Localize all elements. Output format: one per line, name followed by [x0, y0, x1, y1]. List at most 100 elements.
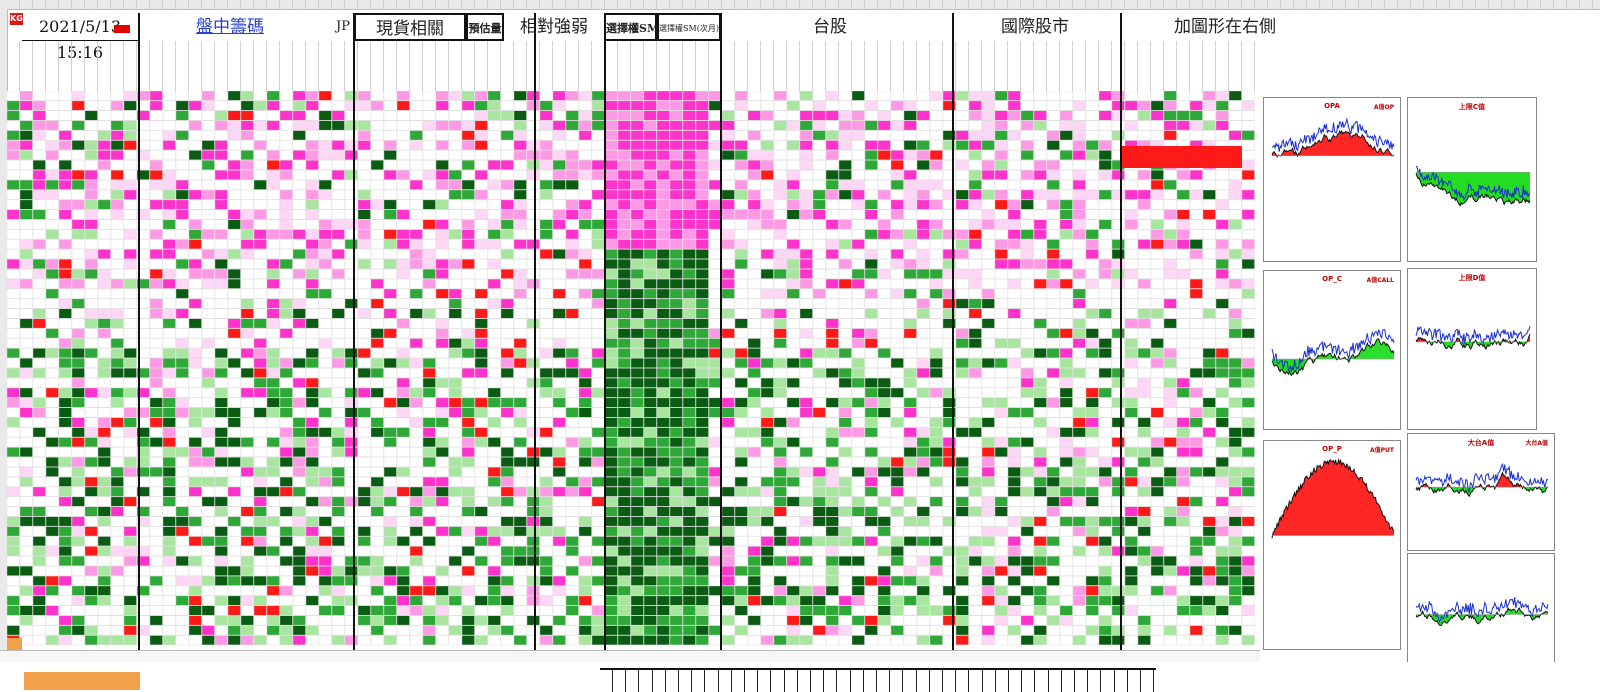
grid-cell[interactable]	[1072, 496, 1086, 507]
grid-cell[interactable]	[1046, 288, 1060, 299]
grid-cell[interactable]	[448, 259, 462, 269]
grid-cell[interactable]	[838, 140, 852, 151]
grid-cell[interactable]	[461, 496, 475, 507]
grid-cell[interactable]	[370, 467, 384, 477]
grid-cell[interactable]	[721, 318, 735, 329]
column-header[interactable]	[618, 0, 631, 9]
grid-cell[interactable]	[994, 169, 1008, 180]
grid-cell[interactable]	[903, 368, 917, 378]
grid-cell[interactable]	[461, 358, 475, 368]
grid-cell[interactable]	[721, 407, 735, 418]
grid-cell[interactable]	[630, 566, 644, 576]
grid-cell[interactable]	[201, 278, 215, 289]
grid-cell[interactable]	[396, 328, 410, 339]
grid-cell[interactable]	[916, 348, 930, 358]
grid-cell[interactable]	[487, 516, 501, 527]
grid-cell[interactable]	[591, 566, 605, 576]
grid-cell[interactable]	[227, 169, 241, 180]
grid-cell[interactable]	[214, 268, 228, 279]
grid-cell[interactable]	[565, 249, 579, 259]
grid-cell[interactable]	[994, 189, 1008, 200]
grid-cell[interactable]	[786, 427, 800, 438]
grid-cell[interactable]	[630, 387, 644, 398]
grid-cell[interactable]	[19, 368, 33, 378]
grid-cell[interactable]	[604, 150, 618, 161]
grid-cell[interactable]	[1124, 130, 1138, 141]
grid-cell[interactable]	[461, 179, 475, 190]
grid-cell[interactable]	[955, 140, 969, 151]
grid-cell[interactable]	[851, 219, 865, 230]
grid-cell[interactable]	[383, 467, 397, 477]
grid-cell[interactable]	[799, 219, 813, 230]
grid-cell[interactable]	[331, 358, 345, 368]
grid-cell[interactable]	[1046, 130, 1060, 141]
grid-cell[interactable]	[474, 189, 488, 200]
grid-cell[interactable]	[1228, 91, 1242, 101]
grid-cell[interactable]	[851, 91, 865, 101]
grid-cell[interactable]	[916, 427, 930, 438]
grid-cell[interactable]	[97, 407, 111, 418]
grid-cell[interactable]	[747, 516, 761, 527]
grid-cell[interactable]	[903, 130, 917, 141]
grid-cell[interactable]	[1137, 179, 1151, 190]
grid-cell[interactable]	[682, 407, 696, 418]
grid-cell[interactable]	[1215, 100, 1229, 111]
grid-cell[interactable]	[136, 278, 150, 289]
grid-cell[interactable]	[773, 249, 787, 259]
grid-cell[interactable]	[7, 387, 20, 398]
grid-cell[interactable]	[123, 268, 137, 279]
column-header[interactable]	[1593, 0, 1600, 9]
grid-cell[interactable]	[1228, 268, 1242, 279]
grid-cell[interactable]	[552, 417, 566, 428]
grid-cell[interactable]	[162, 209, 176, 220]
grid-cell[interactable]	[1241, 546, 1255, 556]
grid-cell[interactable]	[604, 278, 618, 289]
grid-cell[interactable]	[201, 219, 215, 230]
grid-cell[interactable]	[1241, 209, 1255, 220]
grid-cell[interactable]	[1059, 526, 1073, 537]
grid-cell[interactable]	[500, 348, 514, 358]
grid-cell[interactable]	[123, 209, 137, 220]
grid-cell[interactable]	[162, 536, 176, 547]
grid-cell[interactable]	[942, 457, 956, 467]
grid-cell[interactable]	[773, 427, 787, 438]
grid-cell[interactable]	[1072, 486, 1086, 497]
grid-cell[interactable]	[7, 368, 20, 378]
grid-cell[interactable]	[955, 506, 969, 517]
grid-cell[interactable]	[19, 130, 33, 141]
grid-cell[interactable]	[1163, 397, 1177, 408]
grid-cell[interactable]	[539, 546, 553, 556]
grid-cell[interactable]	[591, 160, 605, 170]
grid-cell[interactable]	[851, 358, 865, 368]
grid-cell[interactable]	[292, 407, 306, 418]
grid-cell[interactable]	[1124, 229, 1138, 240]
grid-cell[interactable]	[409, 150, 423, 161]
grid-cell[interactable]	[734, 308, 748, 319]
grid-cell[interactable]	[448, 298, 462, 309]
grid-cell[interactable]	[630, 249, 644, 259]
grid-cell[interactable]	[136, 318, 150, 329]
grid-cell[interactable]	[383, 259, 397, 269]
grid-cell[interactable]	[1137, 486, 1151, 497]
grid-cell[interactable]	[526, 239, 540, 250]
grid-cell[interactable]	[1163, 556, 1177, 566]
grid-cell[interactable]	[617, 298, 631, 309]
grid-cell[interactable]	[396, 91, 410, 101]
grid-cell[interactable]	[45, 278, 59, 289]
grid-cell[interactable]	[422, 368, 436, 378]
grid-cell[interactable]	[552, 130, 566, 141]
grid-cell[interactable]	[526, 566, 540, 576]
grid-cell[interactable]	[383, 169, 397, 180]
grid-cell[interactable]	[682, 308, 696, 319]
grid-cell[interactable]	[370, 506, 384, 517]
grid-cell[interactable]	[760, 387, 774, 398]
grid-cell[interactable]	[1137, 268, 1151, 279]
grid-cell[interactable]	[1072, 120, 1086, 131]
grid-cell[interactable]	[162, 298, 176, 309]
grid-cell[interactable]	[890, 278, 904, 289]
grid-cell[interactable]	[1189, 298, 1203, 309]
grid-cell[interactable]	[58, 486, 72, 497]
grid-cell[interactable]	[240, 249, 254, 259]
grid-cell[interactable]	[409, 259, 423, 269]
grid-cell[interactable]	[1202, 516, 1216, 527]
